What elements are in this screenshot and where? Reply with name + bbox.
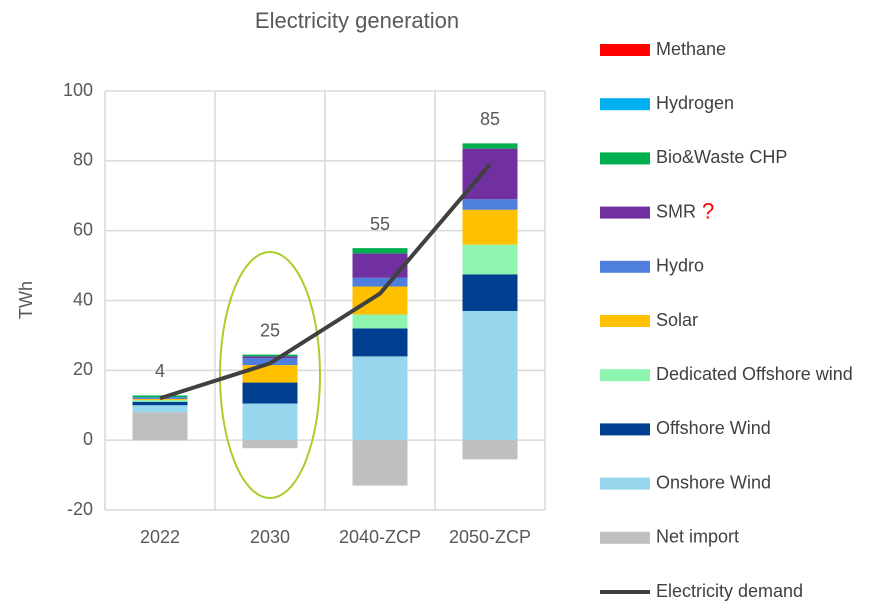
total-label: 4 xyxy=(155,361,165,381)
legend-label: Hydro xyxy=(656,256,704,276)
legend-label: Dedicated Offshore wind xyxy=(656,364,853,384)
legend-swatch xyxy=(600,477,650,490)
y-tick-label: 100 xyxy=(63,80,93,100)
bar-segment xyxy=(132,405,188,413)
bar-segment xyxy=(242,356,298,359)
legend-swatch xyxy=(600,260,650,273)
legend-label: Solar xyxy=(656,310,698,330)
legend-label: SMR xyxy=(656,201,696,221)
legend-swatch xyxy=(600,152,650,165)
x-tick-label: 2050-ZCP xyxy=(449,527,531,547)
y-tick-label: -20 xyxy=(67,499,93,519)
legend-label: Bio&Waste CHP xyxy=(656,147,787,167)
bar-segment xyxy=(462,209,518,245)
x-tick-label: 2022 xyxy=(140,527,180,547)
x-tick-label: 2030 xyxy=(250,527,290,547)
bar-segment xyxy=(132,412,188,441)
chart-title: Electricity generation xyxy=(255,8,459,33)
y-tick-label: 20 xyxy=(73,359,93,379)
total-label: 85 xyxy=(480,109,500,129)
annotation: ? xyxy=(702,198,714,223)
bar-segment xyxy=(132,398,188,401)
legend-swatch xyxy=(600,44,650,56)
line-series xyxy=(159,163,492,401)
bar-segment xyxy=(242,440,298,449)
x-tick-label: 2040-ZCP xyxy=(339,527,421,547)
total-label: 25 xyxy=(260,320,280,340)
bar-segment xyxy=(242,354,298,357)
bar-segment xyxy=(242,403,298,441)
bar-segment xyxy=(352,277,408,287)
legend-label: Offshore Wind xyxy=(656,418,771,438)
bar-segment xyxy=(462,143,518,149)
bar-segment xyxy=(462,274,518,311)
highlight-ellipse xyxy=(219,251,321,499)
bar-segment xyxy=(352,253,408,278)
legend-swatch xyxy=(600,206,650,219)
bar-segment xyxy=(352,356,408,441)
bar-segment xyxy=(462,244,518,275)
bar-segment xyxy=(352,440,408,486)
y-tick-label: 40 xyxy=(73,289,93,309)
legend-swatch xyxy=(600,423,650,436)
legend-swatch xyxy=(600,369,650,382)
bar-segment xyxy=(352,248,408,254)
bar-segment xyxy=(462,199,518,210)
y-axis-label: TWh xyxy=(16,281,36,319)
bar-segment xyxy=(132,400,188,402)
legend-label: Net import xyxy=(656,527,739,547)
bar-segment xyxy=(462,310,518,441)
legend-label: Electricity demand xyxy=(656,581,803,601)
legend-label: Hydrogen xyxy=(656,93,734,113)
legend-swatch xyxy=(600,315,650,327)
legend-label: Methane xyxy=(656,39,726,59)
y-tick-label: 80 xyxy=(73,150,93,170)
bar-segment xyxy=(462,440,518,460)
bar-segment xyxy=(242,382,298,404)
bar-segment xyxy=(462,148,518,200)
y-tick-label: 0 xyxy=(83,429,93,449)
bar-segment xyxy=(352,314,408,329)
legend-swatch xyxy=(600,98,650,111)
legend-swatch xyxy=(600,531,650,544)
legend-label: Onshore Wind xyxy=(656,472,771,492)
bar-segment xyxy=(352,328,408,357)
y-tick-label: 60 xyxy=(73,219,93,239)
total-label: 55 xyxy=(370,214,390,234)
bar-segment xyxy=(132,401,188,406)
